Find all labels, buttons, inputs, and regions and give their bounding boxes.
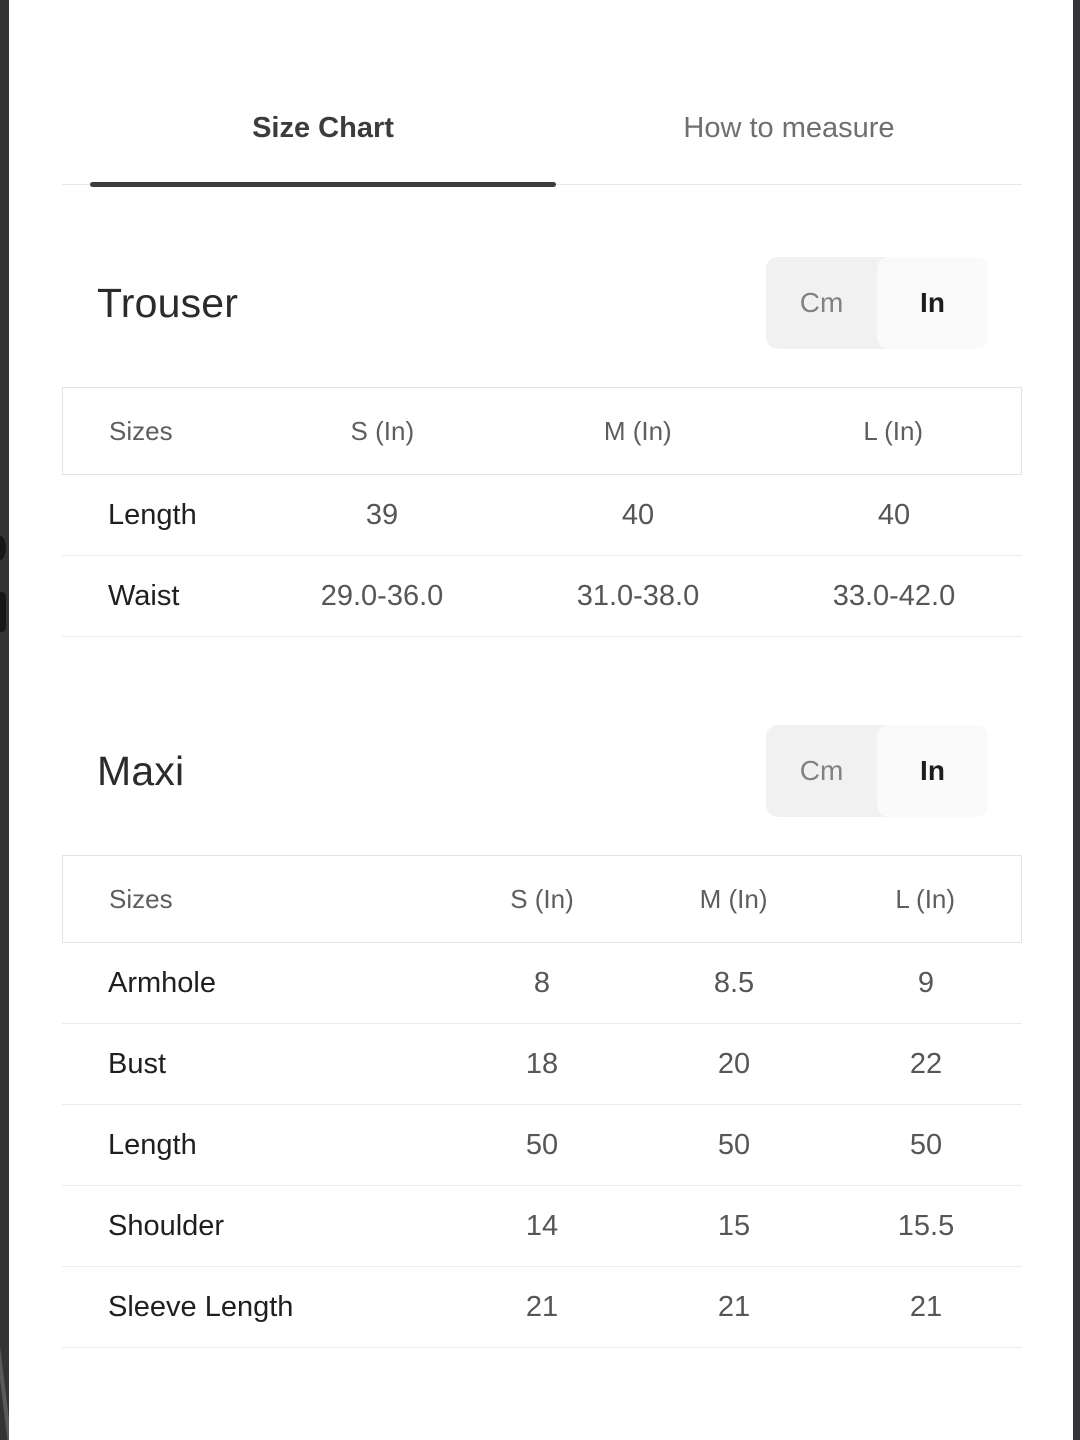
- column-header: L (In): [863, 415, 924, 446]
- row-value: 50: [525, 1128, 559, 1161]
- row-value: 14: [525, 1209, 559, 1242]
- table-row: Sleeve Length 21 21 21: [62, 1267, 1022, 1348]
- row-label: Armhole: [108, 966, 216, 999]
- section-header-trouser: Trouser Cm In: [62, 257, 1022, 349]
- column-header: L (In): [895, 883, 956, 914]
- column-header: S (In): [350, 415, 415, 446]
- row-label: Sleeve Length: [108, 1290, 294, 1323]
- page-edge-left: [0, 0, 9, 1440]
- unit-toggle-cm[interactable]: Cm: [799, 755, 844, 786]
- unit-toggle-cm[interactable]: Cm: [799, 287, 844, 318]
- table-row: Bust 18 20 22: [62, 1024, 1022, 1105]
- section-header-maxi: Maxi Cm In: [62, 725, 1022, 817]
- row-value: 15.5: [897, 1209, 955, 1242]
- row-label: Length: [108, 498, 197, 531]
- tab-bar: Size Chart How to measure: [62, 0, 1022, 187]
- row-value: 21: [525, 1290, 559, 1323]
- column-header: M (In): [603, 415, 672, 446]
- page-edge-right: [1073, 0, 1080, 1440]
- table-row: Length 50 50 50: [62, 1105, 1022, 1186]
- section-title: Maxi: [97, 747, 185, 794]
- row-value: 20: [717, 1047, 751, 1080]
- row-value: 15: [717, 1209, 751, 1242]
- row-label: Length: [108, 1128, 197, 1161]
- tab-size-chart[interactable]: Size Chart: [90, 110, 556, 187]
- column-header-sizes: Sizes: [109, 415, 173, 446]
- row-value: 21: [909, 1290, 943, 1323]
- row-value: 33.0-42.0: [832, 579, 956, 612]
- row-value: 31.0-38.0: [576, 579, 700, 612]
- row-value: 39: [365, 498, 399, 531]
- unit-toggle-in[interactable]: In: [877, 257, 988, 349]
- row-label: Bust: [108, 1047, 167, 1080]
- unit-toggle-in[interactable]: In: [877, 725, 988, 817]
- background-text-fragment: [0, 536, 6, 560]
- row-label: Shoulder: [108, 1209, 225, 1242]
- row-value: 50: [909, 1128, 943, 1161]
- tab-how-to-measure[interactable]: How to measure: [683, 112, 895, 144]
- row-value: 21: [717, 1290, 751, 1323]
- row-value: 8.5: [713, 966, 755, 999]
- unit-toggle: Cm In: [766, 257, 988, 349]
- row-value: 40: [877, 498, 911, 531]
- column-header: S (In): [510, 883, 574, 914]
- table-row: Armhole 8 8.5 9: [62, 943, 1022, 1024]
- table-header-row: Sizes S (In) M (In) L (In): [62, 855, 1022, 943]
- column-header-sizes: Sizes: [109, 883, 173, 914]
- row-value: 8: [533, 966, 551, 999]
- table-header-row: Sizes S (In) M (In) L (In): [62, 387, 1022, 475]
- maxi-size-table: Sizes S (In) M (In) L (In) Armhole 8 8.5 9 Bust 1…: [62, 855, 1022, 1348]
- row-value: 22: [909, 1047, 943, 1080]
- row-value: 29.0-36.0: [320, 579, 444, 612]
- column-header: M (In): [699, 883, 768, 914]
- table-row: Waist 29.0-36.0 31.0-38.0 33.0-42.0: [62, 556, 1022, 637]
- row-value: 40: [621, 498, 655, 531]
- row-value: 9: [917, 966, 935, 999]
- unit-toggle: Cm In: [766, 725, 988, 817]
- background-text-fragment: [0, 592, 6, 632]
- table-row: Shoulder 14 15 15.5: [62, 1186, 1022, 1267]
- table-row: Length 39 40 40: [62, 475, 1022, 556]
- background-shape-fragment: [0, 1200, 9, 1440]
- row-label: Waist: [108, 579, 180, 612]
- row-value: 18: [525, 1047, 559, 1080]
- row-value: 50: [717, 1128, 751, 1161]
- section-title: Trouser: [97, 279, 239, 326]
- trouser-size-table: Sizes S (In) M (In) L (In) Length 39 40 40 Waist…: [62, 387, 1022, 637]
